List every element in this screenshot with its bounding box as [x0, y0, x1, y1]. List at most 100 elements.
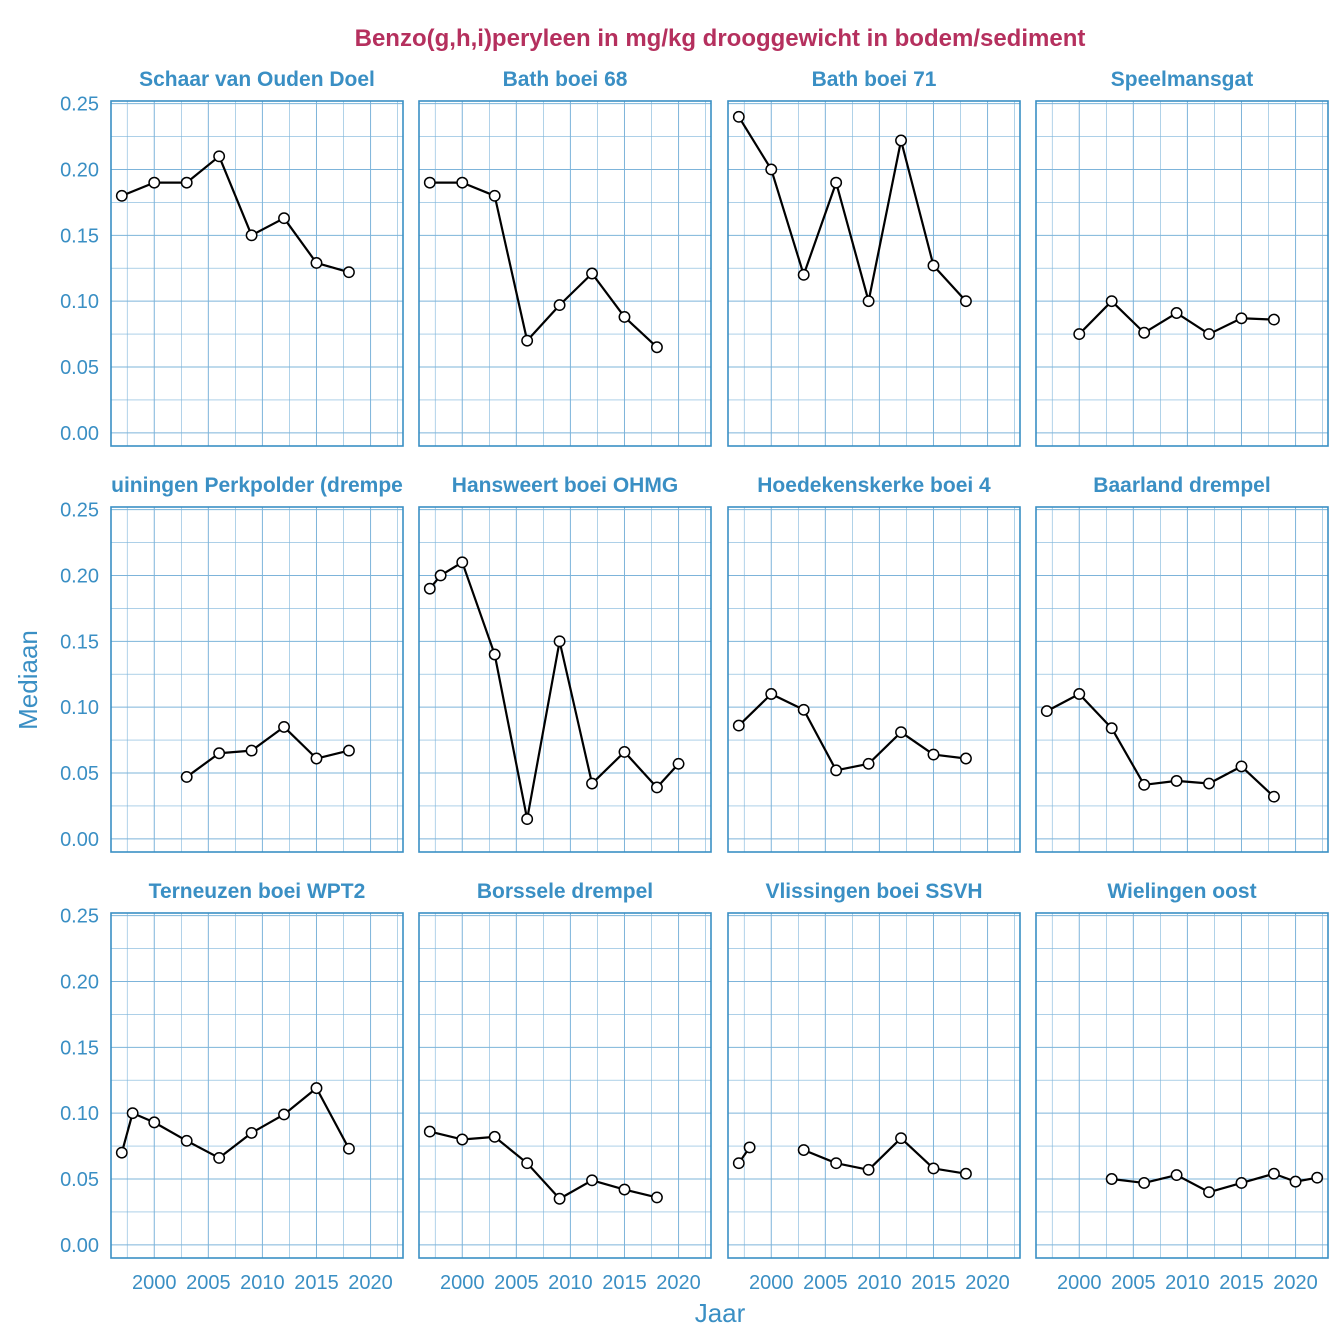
chart-title: Benzo(g,h,i)peryleen in mg/kg drooggewic… — [355, 25, 1086, 52]
panel: Schaar van Ouden Doel 0.00 0.05 0.10 0.15 0.2… — [60, 68, 404, 447]
data-point — [488, 189, 501, 202]
data-point — [180, 770, 193, 783]
panel-title: Speelmansgat — [1111, 68, 1253, 91]
y-tick-label: 0.25 — [60, 94, 99, 116]
data-point — [586, 267, 598, 280]
panel-grid — [728, 507, 1020, 852]
x-tick-label: 2005 — [494, 1272, 539, 1294]
data-point — [1267, 1167, 1280, 1180]
data-point — [488, 648, 501, 661]
panel-grid — [419, 101, 711, 446]
data-point — [1267, 790, 1280, 803]
series-line — [428, 561, 680, 821]
data-point — [423, 582, 436, 595]
y-axis-title: Mediaan — [13, 630, 43, 730]
panel-grid — [1036, 507, 1328, 852]
panel-grid — [111, 507, 403, 852]
data-point — [553, 299, 566, 312]
panel-title: Wielingen oost — [1107, 880, 1256, 903]
x-tick-label: 2005 — [1111, 1272, 1156, 1294]
data-point — [521, 1157, 534, 1170]
panel: Vlissingen boei SSVH 2000 2005 2010 2015 2020 — [727, 880, 1021, 1294]
data-point — [618, 745, 631, 758]
panel-title: Vlissingen boei SSVH — [765, 880, 982, 903]
panel: Hansweert boei OHMG — [418, 474, 712, 853]
panel-border — [727, 912, 1021, 1259]
data-point — [927, 748, 940, 761]
data-point — [1040, 705, 1053, 718]
data-point — [743, 1141, 756, 1154]
x-tick-label: 2020 — [656, 1272, 701, 1294]
panel: Wielingen oost 2000 2005 2010 2015 2020 — [1035, 880, 1329, 1294]
data-point — [1203, 328, 1215, 341]
panel: Bath boei 71 — [727, 68, 1021, 447]
data-point — [1170, 1169, 1183, 1181]
data-point — [1170, 774, 1183, 787]
data-point — [180, 176, 193, 189]
panel-border — [110, 912, 404, 1259]
data-point — [1203, 777, 1215, 790]
data-point — [488, 1130, 501, 1143]
y-tick-label: 0.00 — [60, 423, 99, 445]
panel-title: Bath boei 71 — [812, 68, 937, 91]
panel-title: Baarland drempel — [1093, 474, 1270, 497]
x-tick-label: 2015 — [294, 1272, 339, 1294]
data-point — [586, 1174, 598, 1187]
panel-border — [727, 506, 1021, 853]
y-tick-label: 0.00 — [60, 1235, 99, 1257]
data-point — [1311, 1171, 1324, 1184]
y-tick-label: 0.20 — [60, 565, 99, 587]
panel-border — [1035, 912, 1329, 1259]
data-point — [310, 1082, 323, 1095]
data-point — [618, 311, 631, 323]
panel-grid — [1036, 913, 1328, 1258]
data-point — [797, 703, 810, 716]
panel: Terneuzen boei WPT2 0.00 0.05 0.10 0.15 0.20 0… — [60, 880, 404, 1294]
data-point — [456, 176, 469, 189]
data-point — [245, 744, 258, 757]
data-point — [1073, 688, 1086, 700]
data-point — [553, 1192, 566, 1205]
panel-title: Bath boei 68 — [503, 68, 628, 91]
x-tick-label: 2010 — [857, 1272, 902, 1294]
data-point — [521, 813, 534, 826]
x-axis-title: Jaar — [695, 1298, 746, 1328]
data-point — [1235, 1176, 1248, 1189]
data-point — [148, 176, 161, 189]
panel-border — [110, 100, 404, 447]
data-point — [895, 134, 907, 147]
x-tick-label: 2020 — [1273, 1272, 1318, 1294]
panel-grid — [419, 913, 711, 1258]
data-point — [213, 1151, 226, 1164]
panel-title: Schaar van Ouden Doel — [139, 68, 375, 91]
data-point — [1138, 1176, 1151, 1189]
series-line — [803, 1137, 967, 1175]
data-point — [115, 1146, 128, 1159]
series-line — [737, 116, 967, 303]
y-tick-label: 0.10 — [60, 291, 99, 313]
x-tick-label: 2015 — [1219, 1272, 1264, 1294]
data-point — [959, 752, 972, 765]
panel-title: uiningen Perkpolder (drempe — [111, 474, 403, 497]
data-point — [553, 635, 566, 648]
x-tick-label: 2000 — [132, 1272, 177, 1294]
data-point — [797, 268, 810, 281]
y-tick-label: 0.10 — [60, 697, 99, 719]
x-tick-label: 2000 — [440, 1272, 485, 1294]
series-line — [738, 692, 967, 772]
data-point — [732, 719, 745, 732]
panel: Hoedekenskerke boei 4 — [727, 474, 1021, 853]
data-point — [342, 266, 355, 279]
data-point — [423, 176, 436, 189]
data-point — [1105, 1173, 1118, 1185]
data-point — [830, 176, 843, 189]
data-point — [245, 229, 258, 242]
x-tick-label: 2020 — [348, 1272, 393, 1294]
y-tick-label: 0.25 — [60, 500, 99, 522]
data-point — [278, 720, 290, 733]
data-point — [732, 1157, 745, 1170]
data-point — [148, 1116, 161, 1129]
facet-panels: Schaar van Ouden Doel 0.00 0.05 0.10 0.15 0.2… — [60, 68, 1329, 1294]
data-point — [895, 1132, 907, 1145]
data-point — [456, 1133, 469, 1146]
